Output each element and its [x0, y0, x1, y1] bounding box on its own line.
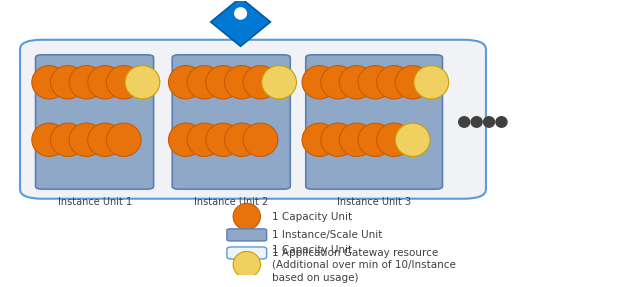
Ellipse shape — [243, 123, 278, 156]
Text: Instance Unit 2: Instance Unit 2 — [194, 197, 268, 207]
Ellipse shape — [414, 65, 449, 99]
Ellipse shape — [225, 123, 259, 156]
Text: 1 Instance/Scale Unit: 1 Instance/Scale Unit — [271, 230, 382, 240]
FancyBboxPatch shape — [227, 229, 266, 241]
Ellipse shape — [233, 251, 260, 278]
Text: 1 Capacity Unit
(Additional over min of 10/Instance
based on usage): 1 Capacity Unit (Additional over min of … — [271, 245, 456, 284]
Ellipse shape — [302, 123, 337, 156]
Ellipse shape — [51, 123, 85, 156]
Ellipse shape — [187, 123, 222, 156]
Polygon shape — [211, 0, 270, 46]
Ellipse shape — [206, 123, 241, 156]
Ellipse shape — [225, 65, 259, 99]
Ellipse shape — [339, 65, 374, 99]
Ellipse shape — [243, 65, 278, 99]
Ellipse shape — [395, 65, 430, 99]
Ellipse shape — [106, 65, 141, 99]
Ellipse shape — [483, 116, 495, 128]
Ellipse shape — [302, 65, 337, 99]
Ellipse shape — [339, 123, 374, 156]
Ellipse shape — [32, 123, 67, 156]
Ellipse shape — [234, 7, 247, 20]
Ellipse shape — [495, 116, 508, 128]
Text: Instance Unit 3: Instance Unit 3 — [337, 197, 411, 207]
Ellipse shape — [32, 65, 67, 99]
Ellipse shape — [377, 65, 411, 99]
Ellipse shape — [69, 65, 104, 99]
Ellipse shape — [321, 65, 356, 99]
Ellipse shape — [377, 123, 411, 156]
Ellipse shape — [261, 65, 296, 99]
FancyBboxPatch shape — [20, 40, 486, 199]
FancyBboxPatch shape — [306, 55, 442, 189]
Ellipse shape — [358, 65, 392, 99]
FancyBboxPatch shape — [172, 55, 290, 189]
Ellipse shape — [168, 123, 203, 156]
Ellipse shape — [395, 123, 430, 156]
Ellipse shape — [51, 65, 85, 99]
Ellipse shape — [470, 116, 483, 128]
FancyBboxPatch shape — [36, 55, 154, 189]
Text: Instance Unit 1: Instance Unit 1 — [57, 197, 132, 207]
Ellipse shape — [187, 65, 222, 99]
Text: 1 Capacity Unit: 1 Capacity Unit — [271, 212, 352, 222]
Ellipse shape — [69, 123, 104, 156]
Ellipse shape — [358, 123, 392, 156]
Ellipse shape — [206, 65, 241, 99]
Ellipse shape — [88, 123, 122, 156]
Ellipse shape — [125, 65, 160, 99]
Ellipse shape — [168, 65, 203, 99]
FancyBboxPatch shape — [227, 247, 266, 259]
Text: 1 Application Gateway resource: 1 Application Gateway resource — [271, 248, 438, 258]
Ellipse shape — [88, 65, 122, 99]
Ellipse shape — [233, 203, 260, 230]
Ellipse shape — [458, 116, 470, 128]
Ellipse shape — [106, 123, 141, 156]
Ellipse shape — [321, 123, 356, 156]
